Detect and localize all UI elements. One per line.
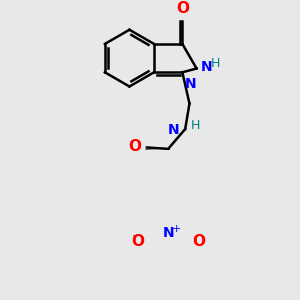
Text: O: O [128,139,141,154]
Text: N: N [163,226,175,240]
Text: O: O [131,234,144,249]
Text: N: N [185,76,197,91]
Text: N: N [201,60,212,74]
Text: N: N [168,124,179,137]
Text: −: − [132,230,142,243]
Text: H: H [191,119,200,132]
Text: O: O [176,1,189,16]
Text: O: O [192,234,205,249]
Text: H: H [211,57,220,70]
Text: +: + [171,224,181,234]
